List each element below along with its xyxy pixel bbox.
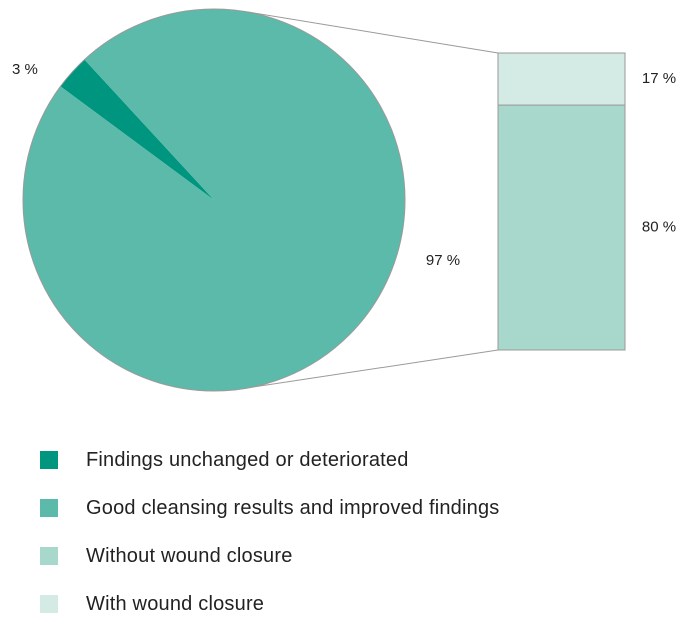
- legend-swatch: [40, 499, 58, 517]
- legend-swatch: [40, 595, 58, 613]
- bar-label-0: 80 %: [642, 218, 676, 235]
- connector-line-top: [247, 11, 499, 54]
- pie-slice-0: [60, 59, 215, 200]
- data-labels: 3 % 97 % 80 % 17 %: [12, 61, 676, 269]
- legend-swatch: [40, 547, 58, 565]
- legend-item-without-wound-closure: Without wound closure: [40, 544, 499, 568]
- legend-label: Findings unchanged or deteriorated: [86, 448, 409, 471]
- pie-outline: [22, 8, 406, 392]
- bar-segment-0: [497, 104, 626, 351]
- connector-line-bottom: [233, 349, 499, 391]
- legend-swatch: [40, 451, 58, 469]
- pie-of-bar-chart: 3 % 97 % 80 % 17 %: [12, 8, 676, 392]
- connector-lines: [233, 11, 499, 391]
- legend: Findings unchanged or deteriorated Good …: [40, 448, 499, 640]
- pie-slice-1: [22, 8, 405, 391]
- pie-label-small: 3 %: [12, 61, 38, 78]
- breakdown-bar: [497, 52, 626, 351]
- legend-item-findings-unchanged: Findings unchanged or deteriorated: [40, 448, 499, 472]
- bar-label-1: 17 %: [642, 70, 676, 87]
- legend-label: Good cleansing results and improved find…: [86, 496, 500, 519]
- bar-segment-1: [497, 52, 626, 106]
- legend-item-with-wound-closure: With wound closure: [40, 592, 499, 616]
- legend-label: Without wound closure: [86, 544, 293, 567]
- pie-label-large: 97 %: [426, 252, 460, 269]
- pie: [22, 8, 406, 392]
- legend-item-good-cleansing: Good cleansing results and improved find…: [40, 496, 499, 520]
- legend-label: With wound closure: [86, 592, 265, 615]
